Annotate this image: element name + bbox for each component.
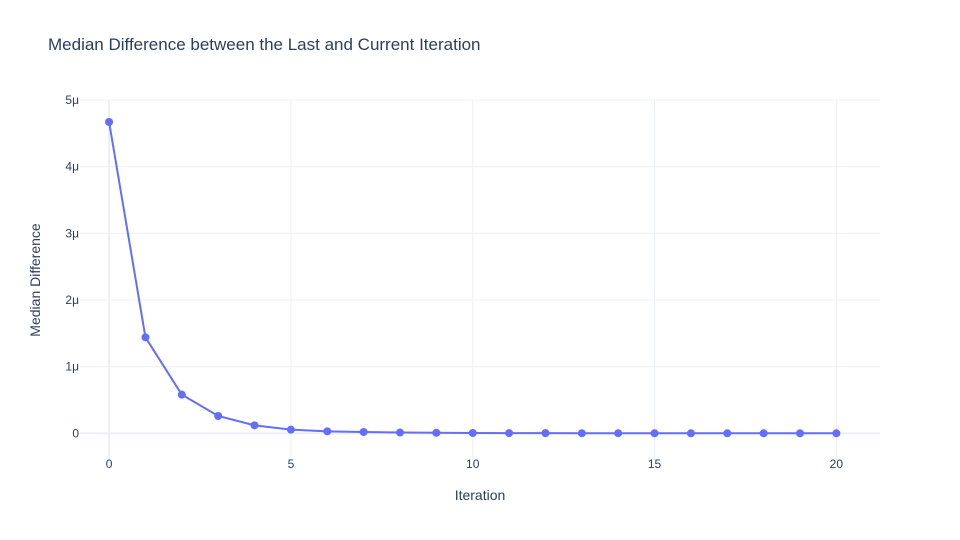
data-point-marker[interactable] <box>650 429 659 438</box>
y-tick-labels: 0 1μ 2μ 3μ 4μ 5μ <box>65 93 79 440</box>
x-tick-label: 15 <box>648 457 662 471</box>
data-point-marker[interactable] <box>686 429 695 438</box>
data-point-marker[interactable] <box>396 428 404 437</box>
x-tick-labels: 0 5 10 15 20 <box>106 457 844 471</box>
data-point-marker[interactable] <box>177 390 186 399</box>
data-point-marker[interactable] <box>250 421 259 430</box>
data-point-marker[interactable] <box>541 429 550 438</box>
data-point-marker[interactable] <box>141 333 150 342</box>
data-point-marker[interactable] <box>723 429 732 438</box>
data-point-marker[interactable] <box>214 412 223 420</box>
y-tick-label: 4μ <box>65 160 79 174</box>
data-point-marker[interactable] <box>796 429 804 438</box>
data-point-marker[interactable] <box>577 429 586 438</box>
y-tick-label: 5μ <box>65 93 79 107</box>
y-tick-label: 1μ <box>65 360 79 374</box>
x-tick-label: 20 <box>830 457 844 471</box>
data-point-marker[interactable] <box>468 429 477 437</box>
data-point-marker[interactable] <box>759 429 768 438</box>
data-point-marker[interactable] <box>832 429 841 438</box>
series-group <box>105 118 841 438</box>
y-tick-label: 3μ <box>65 226 79 240</box>
data-point-marker[interactable] <box>614 429 623 438</box>
data-point-marker[interactable] <box>286 425 295 434</box>
data-point-marker[interactable] <box>323 427 332 436</box>
y-axis-title: Median Difference <box>27 223 43 337</box>
chart-title: Median Difference between the Last and C… <box>48 35 481 54</box>
x-tick-label: 0 <box>106 457 113 471</box>
data-point-marker[interactable] <box>359 428 368 436</box>
data-point-marker[interactable] <box>432 428 441 437</box>
y-tick-label: 2μ <box>65 293 79 307</box>
data-point-marker[interactable] <box>505 429 514 438</box>
y-tick-label: 0 <box>72 426 79 440</box>
x-tick-label: 5 <box>288 457 295 471</box>
data-point-marker[interactable] <box>105 118 114 126</box>
x-tick-label: 10 <box>466 457 480 471</box>
x-axis-title: Iteration <box>455 487 506 503</box>
